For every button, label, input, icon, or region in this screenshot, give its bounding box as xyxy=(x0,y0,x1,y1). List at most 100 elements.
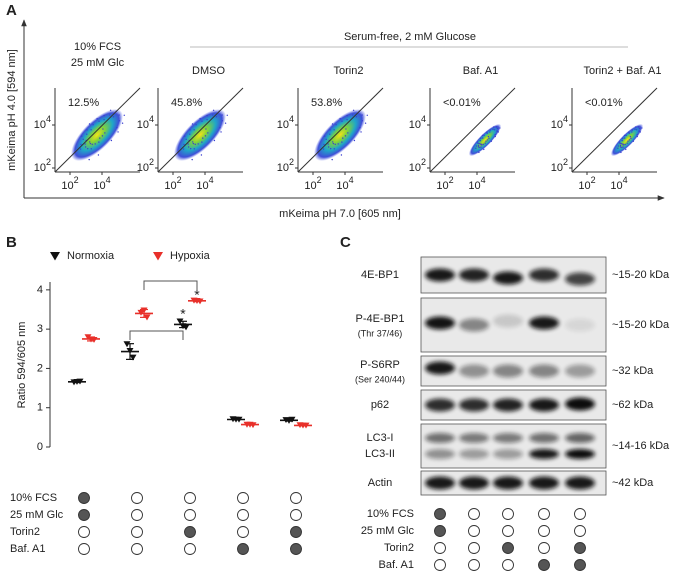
density-dot xyxy=(329,129,331,131)
density-dot xyxy=(334,143,336,146)
density-dot xyxy=(79,148,82,150)
density-dot xyxy=(477,144,480,147)
density-dot xyxy=(619,144,622,147)
density-dot xyxy=(88,158,90,161)
density-dot xyxy=(193,129,195,131)
density-dot xyxy=(483,134,485,137)
density-dot xyxy=(220,131,222,133)
density-dot xyxy=(483,148,485,151)
y-axis-label: Ratio 594/605 nm xyxy=(16,322,28,409)
density-dot xyxy=(98,120,100,122)
blot-band xyxy=(529,449,559,459)
blot-detail: (Ser 240/44) xyxy=(355,374,405,384)
condition-marker xyxy=(290,526,302,538)
density-dot xyxy=(200,154,203,156)
tick-base: 10 xyxy=(277,119,289,131)
density-dot xyxy=(345,128,347,130)
tick-label: 102 xyxy=(436,175,453,192)
tick-label: 102 xyxy=(137,157,154,174)
blot-label: LC3-II xyxy=(365,448,395,460)
density-dot xyxy=(487,135,490,138)
plot-title: Baf. A1 xyxy=(463,65,498,77)
tick-label: 104 xyxy=(409,114,426,131)
density-dot xyxy=(331,158,333,161)
density-dot xyxy=(639,131,642,133)
density-dot xyxy=(364,122,367,124)
density-dot xyxy=(361,120,364,122)
blot-band xyxy=(565,272,595,286)
tick-label: 102 xyxy=(34,157,51,174)
blot-band xyxy=(565,397,595,411)
density-dot xyxy=(490,140,493,142)
tick-base: 10 xyxy=(551,162,563,174)
plot-title: Torin2 + Baf. A1 xyxy=(584,65,662,77)
blot-band xyxy=(529,364,559,378)
density-dot xyxy=(485,131,488,133)
diagonal xyxy=(54,87,141,173)
blot-band xyxy=(493,433,523,443)
significance-bracket xyxy=(129,330,184,340)
molecular-weight: ~15-20 kDa xyxy=(612,319,670,331)
density-dot xyxy=(352,114,354,116)
density-dot xyxy=(110,139,113,142)
density-dot xyxy=(187,146,190,148)
blot-band xyxy=(459,398,489,412)
density-dot xyxy=(191,141,194,143)
density-dot xyxy=(185,138,187,141)
density-dot xyxy=(194,143,196,146)
diagonal xyxy=(157,87,244,173)
panel-label: A xyxy=(6,2,17,19)
condition-marker xyxy=(237,543,249,555)
condition-marker xyxy=(574,559,586,571)
density-dot xyxy=(324,135,326,137)
density-dot xyxy=(183,143,185,146)
blot-band xyxy=(459,433,489,443)
tick-label: 104 xyxy=(93,175,110,192)
tick-base: 10 xyxy=(34,119,46,131)
density-dot xyxy=(631,131,633,133)
density-dot xyxy=(202,137,204,139)
y-tick-label: 3 xyxy=(37,323,43,335)
tick-base: 10 xyxy=(93,180,105,192)
condition-marker xyxy=(184,543,196,555)
significance-mark: * xyxy=(180,306,186,322)
density-dot xyxy=(335,124,337,126)
density-dot xyxy=(80,143,82,146)
density-dot xyxy=(636,135,639,138)
tick-label: 104 xyxy=(610,175,627,192)
significance-bracket xyxy=(143,280,198,290)
condition-label: 25 mM Glc xyxy=(361,525,415,537)
density-dot xyxy=(622,137,624,140)
blot-label: LC3-I xyxy=(367,432,394,444)
density-dot xyxy=(347,132,349,134)
legend-label: Hypoxia xyxy=(170,250,211,262)
density-dot xyxy=(638,127,641,130)
molecular-weight: ~62 kDa xyxy=(612,399,654,411)
density-dot xyxy=(636,133,638,136)
density-dot xyxy=(221,114,223,116)
tick-label: 104 xyxy=(336,175,353,192)
density-dot xyxy=(630,137,632,139)
condition-marker xyxy=(468,542,480,554)
density-dot xyxy=(337,143,339,145)
condition-marker xyxy=(290,492,302,504)
density-dot xyxy=(360,131,362,133)
condition-marker xyxy=(78,526,90,538)
density-cloud xyxy=(610,123,644,157)
plot-title: DMSO xyxy=(192,65,225,77)
percentage: 12.5% xyxy=(68,97,99,109)
density-dot xyxy=(477,142,479,145)
density-dot xyxy=(84,146,87,148)
tick-exponent: 4 xyxy=(349,175,354,185)
density-dot xyxy=(96,117,98,120)
density-dot xyxy=(475,145,478,147)
blot-band xyxy=(459,449,489,459)
tick-exponent: 4 xyxy=(149,114,154,124)
tick-label: 102 xyxy=(61,175,78,192)
molecular-weight: ~32 kDa xyxy=(612,365,654,377)
density-dot xyxy=(82,138,84,141)
density-dot xyxy=(344,135,347,137)
blot-band xyxy=(493,314,523,328)
condition-marker xyxy=(434,508,446,520)
